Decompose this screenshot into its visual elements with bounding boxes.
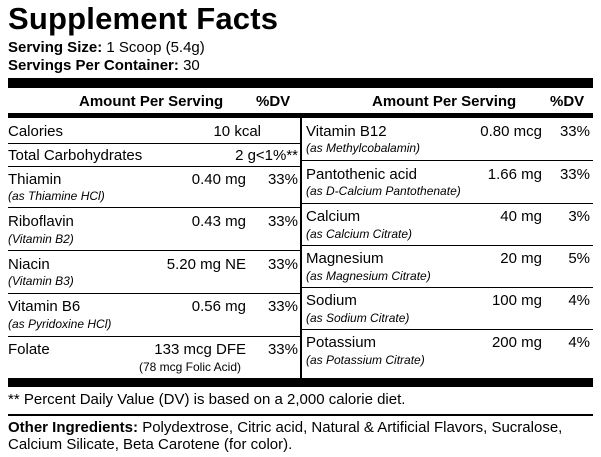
- nutrient-amount: 200 mg: [491, 334, 542, 351]
- nutrient-amount: 133 mcg DFE: [154, 341, 246, 358]
- nutrient-source: (as Magnesium Citrate): [306, 269, 431, 283]
- nutrient-amount: 10 kcal: [213, 123, 261, 140]
- right-dv-header: %DV: [550, 93, 585, 110]
- nutrient-name: Vitamin B12: [306, 123, 387, 140]
- nutrient-dv: 33%: [267, 171, 298, 188]
- row-divider: [8, 336, 300, 337]
- right-amount-header: Amount Per Serving: [372, 93, 517, 110]
- row-divider: [302, 160, 593, 161]
- nutrient-source: (as Thiamine HCl): [8, 189, 105, 203]
- nutrient-name: Pantothenic acid: [306, 166, 417, 183]
- nutrient-dv: 5%: [568, 250, 590, 267]
- row-divider: [8, 207, 300, 208]
- nutrient-source: (as D-Calcium Pantothenate): [306, 184, 461, 198]
- row-divider: [8, 166, 300, 167]
- row-divider: [302, 287, 593, 288]
- nutrient-name: Niacin: [8, 256, 50, 273]
- nutrient-name: Calories: [8, 123, 64, 140]
- nutrient-amount: 0.80 mcg: [480, 123, 542, 140]
- nutrient-dv: 33%: [267, 213, 298, 230]
- other-ingredients: Other Ingredients: Polydextrose, Citric …: [8, 419, 593, 453]
- nutrient-amount: 20 mg: [500, 250, 542, 267]
- nutrient-source: (as Sodium Citrate): [306, 311, 410, 325]
- row-divider: [302, 203, 593, 204]
- nutrient-source: (as Potassium Citrate): [306, 353, 425, 367]
- left-dv-header: %DV: [256, 93, 291, 110]
- nutrient-dv: 3%: [568, 208, 590, 225]
- dv-footnote: ** Percent Daily Value (DV) is based on …: [8, 391, 406, 408]
- nutrient-amount: 0.40 mg: [191, 171, 246, 188]
- nutrient-amount: 40 mg: [500, 208, 542, 225]
- row-divider: [302, 329, 593, 330]
- nutrient-amount: 100 mg: [491, 292, 542, 309]
- nutrient-amount: 0.43 mg: [191, 213, 246, 230]
- nutrient-name: Thiamin: [8, 171, 62, 188]
- nutrient-dv: <1%**: [255, 147, 298, 164]
- nutrient-name: Folate: [8, 341, 50, 358]
- header-divider-bar: [8, 113, 593, 118]
- serving-size: Serving Size: 1 Scoop (5.4g): [8, 39, 205, 56]
- nutrient-name: Total Carbohydrates: [8, 147, 143, 164]
- panel-title: Supplement Facts: [8, 1, 279, 36]
- nutrient-dv: 33%: [559, 166, 590, 183]
- nutrient-amount: 2 g: [235, 147, 256, 164]
- nutrient-dv: 33%: [267, 298, 298, 315]
- column-divider: [300, 118, 302, 378]
- nutrient-dv: 33%: [267, 256, 298, 273]
- footnote-divider: [8, 414, 593, 416]
- left-amount-header: Amount Per Serving: [79, 93, 224, 110]
- nutrient-source: (as Pyridoxine HCl): [8, 317, 112, 331]
- nutrient-dv: 4%: [568, 292, 590, 309]
- bottom-divider-bar: [8, 378, 593, 387]
- row-divider: [8, 250, 300, 251]
- top-divider-bar: [8, 78, 593, 88]
- nutrient-source: (as Methylcobalamin): [306, 141, 421, 155]
- row-divider: [8, 143, 300, 144]
- nutrient-source: (Vitamin B3): [8, 274, 74, 288]
- nutrient-source: (as Calcium Citrate): [306, 227, 413, 241]
- nutrient-name: Sodium: [306, 292, 357, 309]
- nutrient-source: (Vitamin B2): [8, 232, 74, 246]
- nutrient-amount: 0.56 mg: [191, 298, 246, 315]
- nutrient-name: Riboflavin: [8, 213, 74, 230]
- servings-per-container-value: 30: [183, 57, 200, 74]
- nutrient-dv: 4%: [568, 334, 590, 351]
- nutrient-name: Vitamin B6: [8, 298, 81, 315]
- serving-size-value: 1 Scoop (5.4g): [106, 39, 205, 56]
- servings-per-container: Servings Per Container: 30: [8, 57, 200, 74]
- row-divider: [302, 245, 593, 246]
- other-ingredients-label: Other Ingredients:: [8, 419, 139, 436]
- nutrient-amount: 1.66 mg: [487, 166, 542, 183]
- other-ingredients-text: Polydextrose, Citric acid, Natural & Art…: [8, 419, 563, 453]
- nutrient-amount: 5.20 mg NE: [166, 256, 246, 273]
- nutrient-dv: 33%: [559, 123, 590, 140]
- nutrient-name: Magnesium: [306, 250, 384, 267]
- nutrient-dv: 33%: [267, 341, 298, 358]
- nutrient-name: Potassium: [306, 334, 377, 351]
- servings-per-container-label: Servings Per Container:: [8, 57, 179, 74]
- nutrient-name: Calcium: [306, 208, 361, 225]
- serving-size-label: Serving Size:: [8, 39, 103, 56]
- row-divider: [8, 293, 300, 294]
- nutrient-source: (78 mcg Folic Acid): [138, 360, 241, 374]
